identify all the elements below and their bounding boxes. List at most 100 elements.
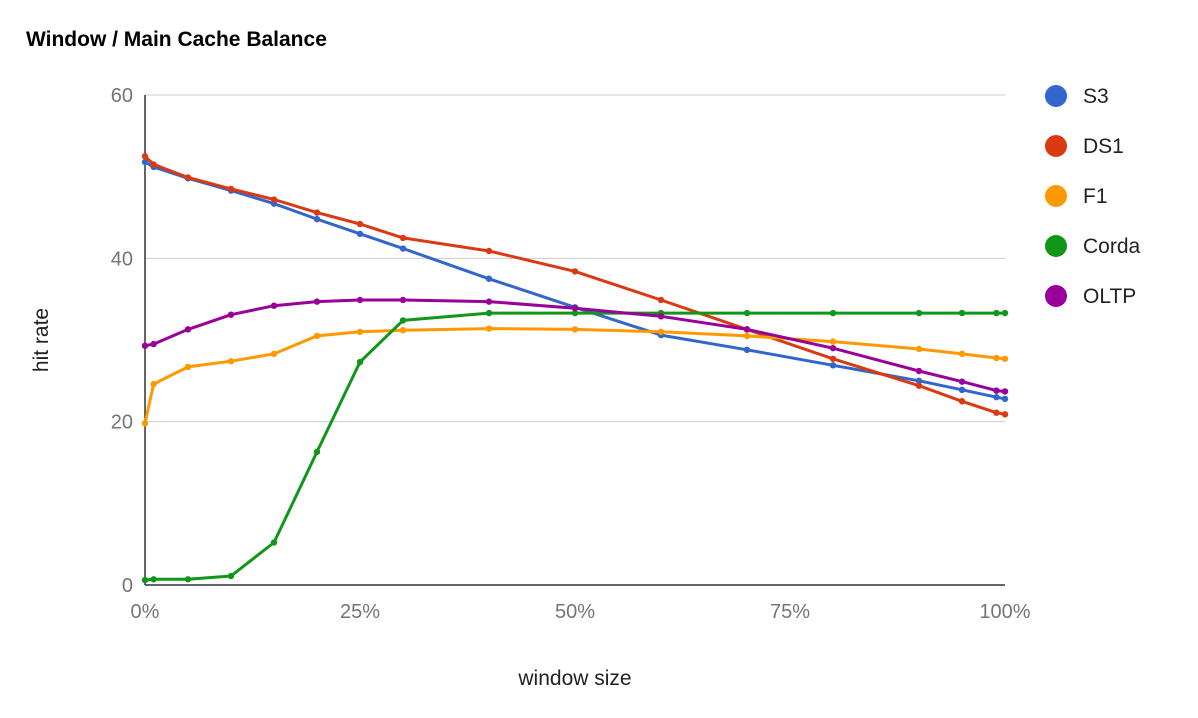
legend-label-f1: F1 [1083, 185, 1108, 208]
y-tick-label: 20 [111, 412, 133, 434]
x-tick-label: 25% [340, 601, 380, 623]
x-tick-label: 100% [979, 601, 1030, 623]
data-point-f1 [356, 328, 364, 336]
x-tick-label: 0% [131, 601, 160, 623]
data-point-ds1 [227, 185, 235, 193]
data-point-oltp [485, 298, 493, 305]
data-point-f1 [1001, 355, 1009, 362]
data-point-oltp [571, 304, 579, 312]
data-point-oltp [743, 326, 751, 333]
data-point-ds1 [150, 161, 157, 168]
data-point-s3 [915, 377, 923, 385]
data-point-f1 [829, 338, 837, 345]
data-point-ds1 [829, 355, 837, 362]
data-point-corda [356, 358, 364, 366]
chart-title: Window / Main Cache Balance [26, 28, 327, 51]
data-point-corda [141, 576, 149, 584]
data-point-oltp [1001, 388, 1009, 395]
data-point-s3 [993, 393, 1000, 401]
legend-label-s3: S3 [1083, 85, 1109, 108]
legend: S3 DS1 F1 Corda OLTP [1045, 85, 1141, 308]
data-point-corda [184, 576, 192, 583]
tick-labels: 0 20 40 60 0% 25% 50% 75% 100% [111, 85, 1031, 623]
legend-label-corda: Corda [1083, 235, 1141, 258]
data-point-s3 [356, 230, 364, 238]
legend-label-oltp: OLTP [1083, 285, 1136, 308]
data-point-s3 [485, 275, 493, 282]
data-point-ds1 [1001, 411, 1009, 418]
x-tick-label: 75% [770, 601, 810, 623]
series-line-ds1 [143, 154, 1007, 416]
data-point-s3 [313, 215, 321, 223]
legend-swatch-ds1 [1045, 135, 1067, 157]
data-point-corda [227, 572, 235, 580]
data-point-ds1 [356, 220, 364, 228]
legend-swatch-f1 [1045, 185, 1067, 207]
data-point-f1 [150, 380, 157, 388]
legend-swatch-s3 [1045, 85, 1067, 107]
data-point-oltp [150, 340, 157, 348]
data-point-corda [829, 309, 837, 317]
data-point-oltp [270, 302, 278, 309]
legend-label-ds1: DS1 [1083, 135, 1124, 158]
y-tick-label: 40 [111, 248, 133, 270]
data-point-corda [958, 309, 966, 317]
data-point-corda [571, 309, 579, 317]
data-point-corda [1001, 309, 1009, 317]
data-point-oltp [313, 298, 321, 305]
data-point-corda [485, 309, 493, 317]
data-point-f1 [571, 326, 579, 333]
data-point-f1 [485, 325, 493, 332]
data-point-f1 [184, 363, 192, 371]
data-point-ds1 [270, 196, 278, 203]
data-point-oltp [399, 296, 407, 304]
data-point-s3 [829, 362, 837, 369]
data-point-oltp [141, 342, 149, 349]
y-tick-label: 0 [122, 575, 133, 597]
data-point-ds1 [958, 398, 966, 405]
x-axis-title: window size [517, 667, 631, 690]
data-point-s3 [743, 346, 751, 353]
data-point-oltp [829, 344, 837, 352]
data-point-ds1 [915, 382, 923, 389]
legend-swatch-oltp [1045, 285, 1067, 307]
data-point-oltp [227, 311, 235, 318]
data-point-corda [150, 576, 157, 583]
data-point-s3 [141, 158, 149, 166]
data-point-ds1 [141, 153, 149, 160]
data-point-corda [313, 448, 321, 456]
data-point-oltp [657, 313, 665, 320]
data-point-ds1 [993, 409, 1000, 416]
data-point-corda [399, 317, 407, 324]
series-line-f1 [143, 327, 1007, 425]
axes [144, 95, 1005, 586]
data-point-s3 [1001, 395, 1009, 402]
data-point-corda [993, 309, 1000, 317]
data-point-oltp [915, 367, 923, 375]
data-point-corda [270, 539, 278, 546]
data-point-ds1 [313, 209, 321, 216]
gridlines [145, 94, 1005, 423]
data-point-f1 [958, 350, 966, 358]
series-lines [141, 153, 1009, 584]
x-tick-label: 50% [555, 601, 595, 623]
y-tick-label: 60 [111, 85, 133, 107]
data-point-s3 [399, 245, 407, 252]
data-point-f1 [399, 327, 407, 334]
data-point-s3 [958, 386, 966, 394]
data-point-f1 [743, 332, 751, 340]
data-point-corda [743, 309, 751, 317]
data-point-f1 [993, 354, 1000, 362]
data-point-ds1 [485, 247, 493, 255]
data-point-ds1 [399, 234, 407, 242]
data-point-ds1 [184, 174, 192, 181]
data-point-ds1 [657, 296, 665, 304]
data-point-f1 [915, 345, 923, 353]
data-point-f1 [313, 332, 321, 340]
data-point-f1 [270, 350, 278, 358]
y-axis-title: hit rate [30, 308, 53, 372]
legend-swatch-corda [1045, 235, 1067, 257]
data-point-oltp [993, 387, 1000, 394]
data-point-ds1 [571, 268, 579, 275]
